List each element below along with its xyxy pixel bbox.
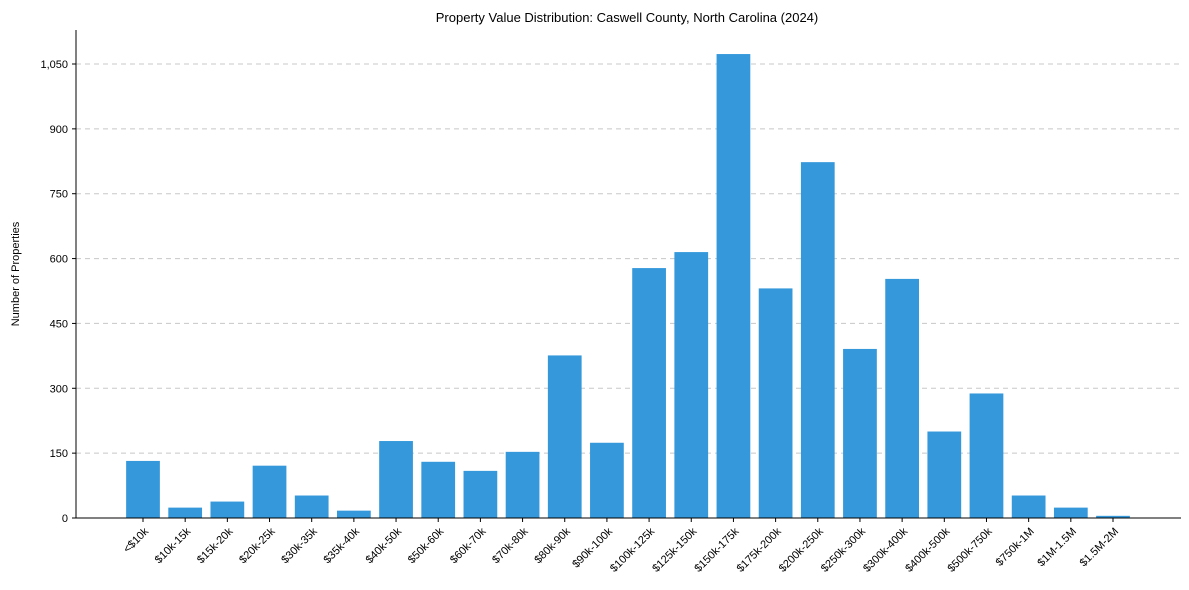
bar — [252, 465, 287, 518]
bar — [547, 355, 582, 518]
bar — [126, 460, 160, 518]
x-tick-label: $80k-90k — [532, 525, 573, 566]
y-ticks: 0 150 300 450 600 750 900 1,050 — [40, 59, 76, 525]
x-tick-label: $500k-750k — [945, 525, 994, 574]
y-tick-label: 0 — [62, 513, 68, 525]
x-tick-label: $20k-25k — [237, 525, 278, 566]
x-tick-label: $60k-70k — [448, 525, 489, 566]
x-tick-label: $40k-50k — [364, 525, 405, 566]
x-tick-label: $1.5M-2M — [1078, 526, 1122, 570]
x-tick-label: $750k-1M — [994, 526, 1037, 569]
chart-title: Property Value Distribution: Caswell Cou… — [436, 10, 818, 25]
x-ticks: <$10k $10k-15k $15k-20k $20k-25k $30k-35k $35… — [121, 518, 1121, 575]
bar — [632, 268, 666, 518]
y-tick-label: 600 — [50, 254, 68, 266]
x-tick-label: <$10k — [121, 525, 151, 555]
bar — [463, 470, 498, 518]
y-tick-label: 750 — [50, 189, 68, 201]
bar — [885, 278, 919, 518]
bar — [969, 393, 1004, 518]
y-tick-label: 150 — [50, 448, 68, 460]
bar — [168, 507, 203, 518]
y-tick-label: 450 — [50, 318, 68, 330]
bar — [1011, 495, 1046, 518]
bar — [421, 461, 456, 518]
x-tick-label: $90k-100k — [570, 525, 615, 570]
bar — [758, 288, 793, 518]
bar — [927, 431, 962, 518]
x-tick-label: $30k-35k — [279, 525, 320, 566]
x-tick-label: $10k-15k — [153, 525, 194, 566]
bar — [674, 252, 709, 519]
bar — [843, 348, 877, 518]
x-tick-label: $35k-40k — [321, 525, 362, 566]
y-tick-label: 300 — [50, 383, 68, 395]
x-tick-label: $50k-60k — [406, 525, 447, 566]
bar — [1053, 507, 1088, 518]
x-tick-label: $70k-80k — [490, 525, 531, 566]
x-tick-label: $15k-20k — [195, 525, 236, 566]
axes — [75, 30, 1181, 519]
bars — [126, 54, 1130, 519]
bar — [800, 162, 835, 518]
bar — [716, 54, 751, 518]
grid-lines — [76, 63, 1181, 454]
x-tick-label: $1M-1.5M — [1035, 526, 1079, 570]
bar — [1096, 515, 1130, 518]
y-tick-label: 900 — [50, 124, 68, 136]
bar — [590, 442, 624, 518]
bar — [210, 501, 245, 518]
y-tick-label: 1,050 — [40, 59, 68, 71]
bar — [337, 510, 371, 518]
bar — [505, 451, 540, 518]
bar — [294, 495, 329, 518]
bar — [379, 441, 413, 518]
y-axis-label: Number of Properties — [10, 221, 22, 326]
